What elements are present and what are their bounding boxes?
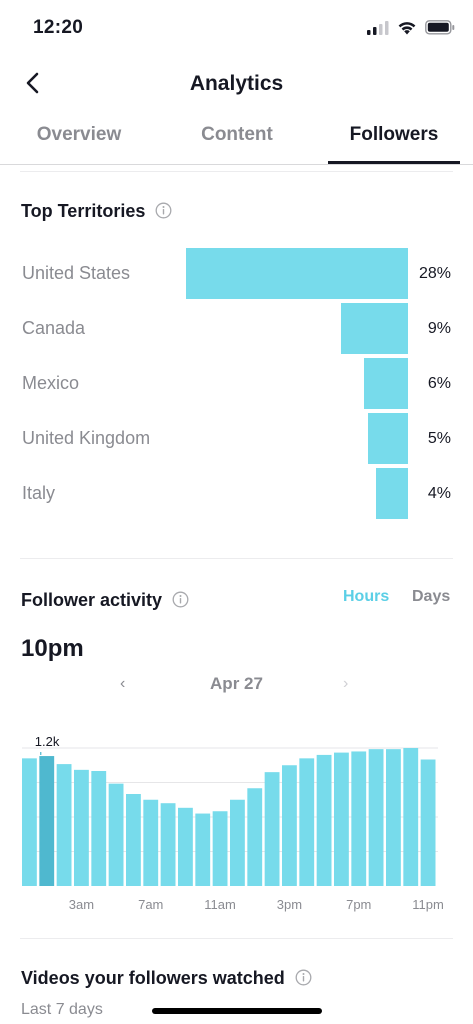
territory-bar — [376, 468, 408, 519]
home-indicator — [152, 1008, 322, 1014]
chart-bar — [108, 783, 124, 886]
tab-bar: Overview Content Followers — [0, 110, 473, 165]
chart-x-tick-label: 3pm — [277, 897, 302, 912]
top-territories-label: Top Territories — [21, 201, 146, 221]
chart-bar — [143, 799, 159, 886]
chart-bar — [74, 769, 89, 886]
chart-bar — [264, 772, 280, 886]
territory-percent: 28% — [418, 265, 451, 282]
next-date-button[interactable]: › — [343, 675, 349, 692]
divider — [20, 938, 453, 939]
follower-activity-chart: 1.2k 3am 7am 11am 3pm 7pm 11pm — [22, 734, 444, 912]
chart-bar — [334, 752, 349, 886]
territory-percent: 4% — [427, 485, 451, 502]
videos-watched-title: Videos your followers watched — [21, 968, 312, 989]
territory-name: Mexico — [22, 373, 80, 393]
tab-overview[interactable]: Overview — [36, 124, 122, 145]
chart-bar — [230, 799, 245, 886]
follower-activity-label: Follower activity — [21, 590, 163, 610]
days-toggle[interactable]: Days — [412, 588, 451, 605]
tab-content[interactable]: Content — [201, 124, 273, 145]
chevron-left-icon — [26, 72, 39, 94]
chart-x-tick-label: 11am — [204, 897, 236, 912]
nav-header: Analytics — [0, 60, 473, 110]
battery-icon — [425, 20, 455, 35]
wifi-icon — [398, 22, 416, 35]
territory-name: United Kingdom — [22, 428, 151, 448]
status-icons — [367, 20, 455, 35]
chart-bar — [126, 794, 141, 886]
cellular-signal-icon — [367, 20, 389, 35]
chart-bar — [420, 759, 436, 886]
territory-name: United States — [22, 263, 131, 283]
divider — [20, 171, 453, 172]
chart-bar — [368, 749, 384, 886]
date-label: Apr 27 — [210, 674, 263, 693]
chart-bar — [212, 811, 228, 886]
territory-percent: 6% — [427, 375, 451, 392]
info-icon[interactable] — [172, 591, 189, 608]
chart-bar — [39, 756, 55, 886]
follower-activity-title: Follower activity — [21, 590, 189, 611]
chart-highlight-label: 1.2k — [35, 734, 60, 749]
hours-toggle[interactable]: Hours — [343, 588, 390, 605]
territory-percent: 9% — [427, 320, 451, 337]
territory-bar — [186, 248, 408, 299]
page-title: Analytics — [189, 72, 284, 95]
chart-bar — [160, 803, 176, 886]
tab-followers[interactable]: Followers — [349, 124, 439, 145]
chart-bar — [403, 748, 419, 886]
territory-bar — [368, 413, 408, 464]
territory-name: Canada — [22, 318, 86, 338]
chart-bar — [247, 788, 263, 886]
status-time: 12:20 — [33, 17, 84, 38]
active-tab-indicator — [328, 161, 460, 164]
prev-date-button[interactable]: ‹ — [120, 675, 126, 692]
territory-percent: 5% — [427, 430, 451, 447]
chart-bar — [56, 764, 72, 886]
videos-watched-subtitle: Last 7 days — [21, 1001, 103, 1018]
territory-bar — [341, 303, 408, 354]
divider — [20, 558, 453, 559]
territory-bar — [364, 358, 408, 409]
selected-time: 10pm — [21, 635, 84, 662]
chart-x-tick-label: 7am — [138, 897, 163, 912]
back-button[interactable] — [18, 68, 48, 98]
chart-x-tick-label: 11pm — [412, 897, 444, 912]
chart-bar — [299, 758, 315, 886]
chart-bar — [351, 751, 367, 886]
chart-bar — [316, 754, 332, 886]
chart-bar — [282, 765, 297, 886]
chart-bar — [178, 807, 193, 886]
top-territories-title: Top Territories — [21, 201, 172, 222]
chart-bar — [22, 758, 37, 886]
chart-bar — [386, 749, 401, 886]
info-icon[interactable] — [295, 969, 312, 986]
chart-x-tick-label: 7pm — [346, 897, 371, 912]
territory-name: Italy — [22, 483, 56, 503]
chart-bar — [91, 771, 107, 886]
videos-watched-label: Videos your followers watched — [21, 968, 285, 988]
info-icon[interactable] — [155, 202, 172, 219]
status-bar: 12:20 — [0, 0, 473, 60]
chart-x-tick-label: 3am — [69, 897, 94, 912]
chart-bar — [195, 813, 211, 886]
